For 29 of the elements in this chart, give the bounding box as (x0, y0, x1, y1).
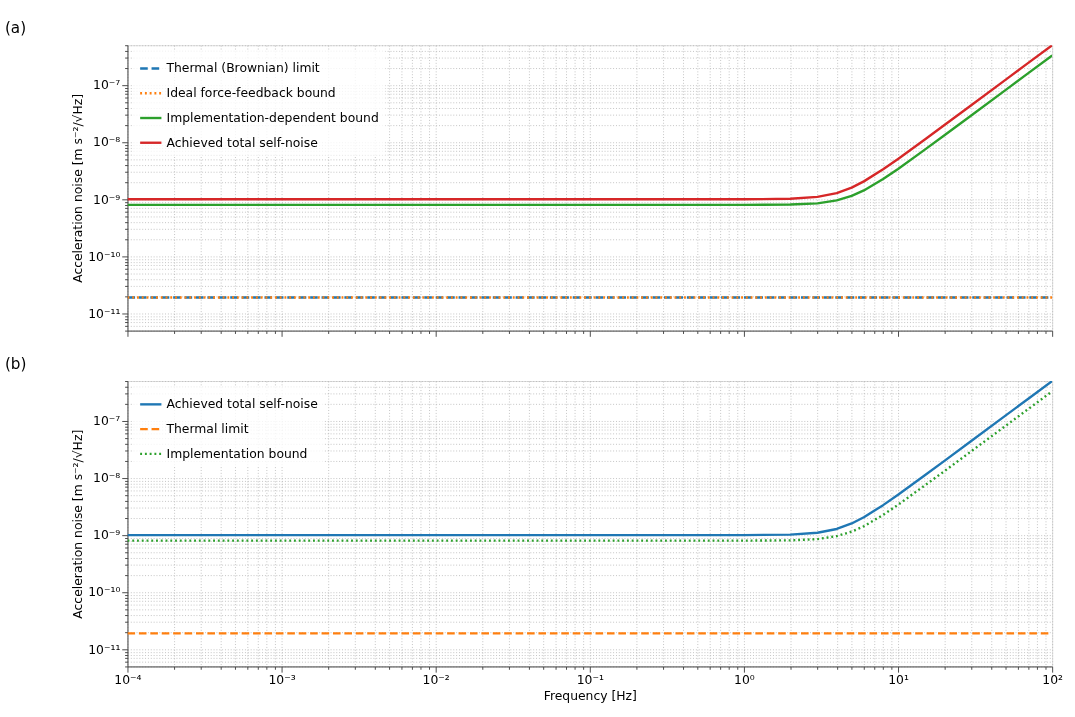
y-tick-label: 10⁻⁹ (93, 192, 121, 207)
y-axis-title: Acceleration noise [m s⁻²/√Hz] (70, 93, 85, 283)
y-tick-label: 10⁻⁷ (93, 78, 121, 93)
legend-label: Implementation bound (166, 446, 308, 461)
y-tick-label: 10⁻¹⁰ (88, 585, 121, 600)
legend-label: Ideal force-feedback bound (166, 86, 336, 101)
x-tick-label: 10² (1042, 673, 1064, 688)
x-tick-label: 10⁻³ (268, 673, 296, 688)
chart-title: (a) (4, 18, 27, 37)
x-tick-label: 10⁻² (422, 673, 450, 688)
x-tick-label: 10⁰ (734, 673, 755, 688)
y-tick-label: 10⁻¹¹ (88, 642, 121, 657)
y-tick-label: 10⁻¹⁰ (88, 249, 121, 264)
y-axis-title: Acceleration noise [m s⁻²/√Hz] (70, 429, 85, 619)
legend-label: Achieved total self-noise (166, 135, 318, 150)
legend-label: Implementation-dependent bound (166, 110, 379, 125)
legend-label: Thermal limit (165, 421, 249, 436)
chart-title: (b) (4, 354, 27, 373)
y-tick-label: 10⁻¹¹ (88, 306, 121, 321)
x-tick-label: 10¹ (888, 673, 909, 688)
y-tick-label: 10⁻⁹ (93, 528, 121, 543)
x-tick-label: 10⁻¹ (576, 673, 604, 688)
x-tick-label: 10⁻⁴ (114, 673, 142, 688)
x-axis-title: Frequency [Hz] (543, 689, 637, 704)
legend-label: Thermal (Brownian) limit (165, 61, 320, 76)
y-tick-label: 10⁻⁸ (93, 135, 121, 150)
y-tick-label: 10⁻⁸ (93, 471, 121, 486)
y-tick-label: 10⁻⁷ (93, 414, 121, 429)
legend-label: Achieved total self-noise (166, 397, 318, 412)
